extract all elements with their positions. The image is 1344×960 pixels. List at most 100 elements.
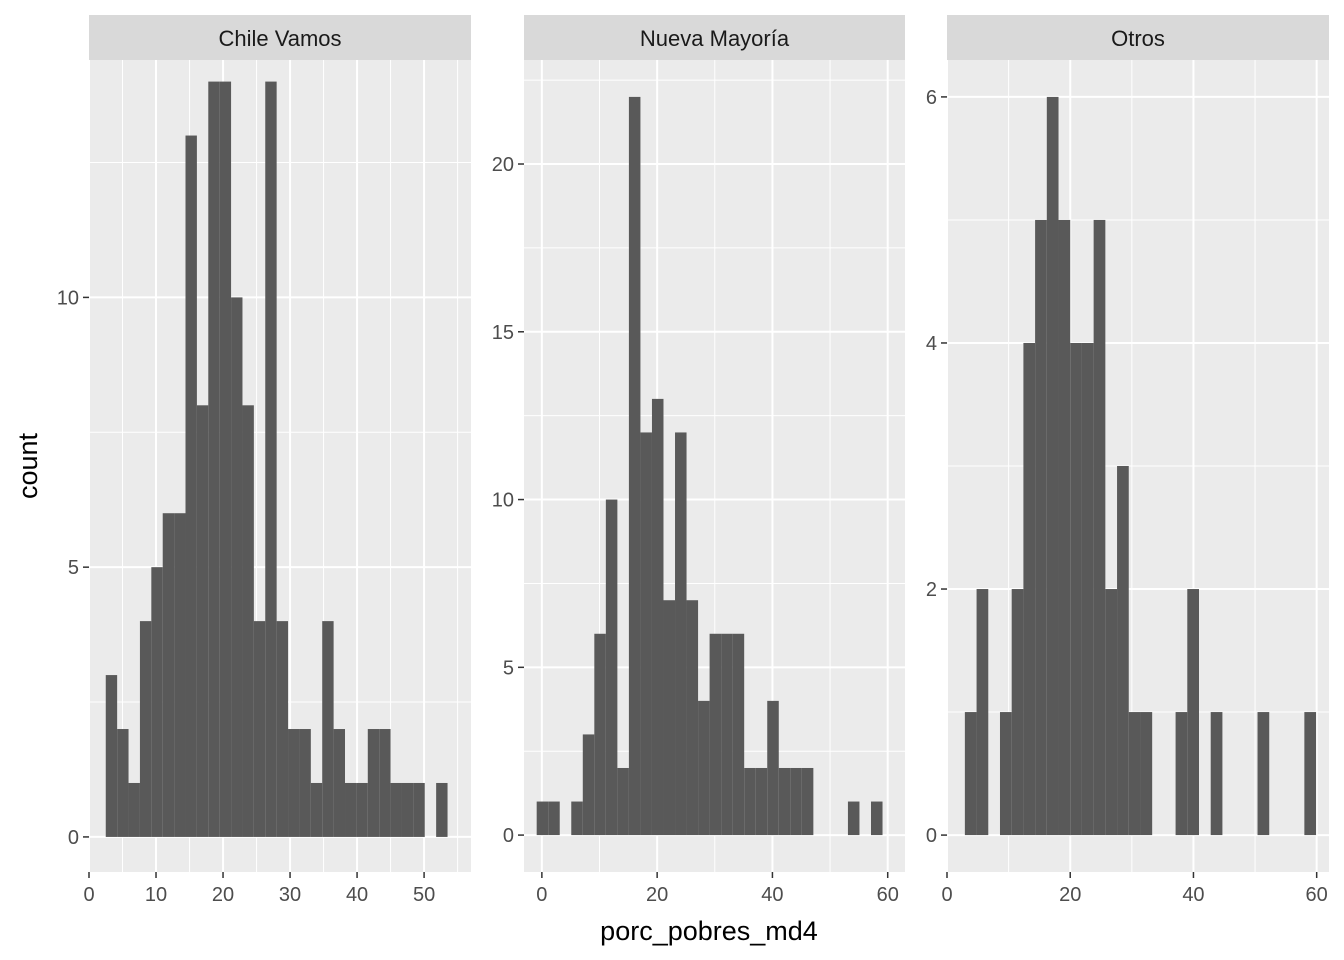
histogram-bar [964, 712, 977, 836]
histogram-bar [663, 600, 676, 836]
y-tick-label: 0 [503, 825, 514, 847]
facet-2: Otros 0 20 40 60 0 2 4 6 [926, 15, 1329, 906]
histogram-bar [367, 729, 380, 837]
histogram-bar [628, 96, 641, 836]
histogram-bar [1011, 589, 1024, 836]
x-tick-label: 40 [761, 884, 783, 906]
x-tick-label: 60 [877, 884, 899, 906]
histogram-bar [276, 621, 289, 837]
x-tick-label: 60 [1306, 884, 1328, 906]
histogram-bar [105, 675, 118, 837]
histogram-bar [322, 621, 334, 837]
histogram-bar [1117, 466, 1129, 836]
histogram-bar [767, 700, 779, 836]
histogram-bar [721, 633, 733, 836]
histogram-bar [1081, 342, 1094, 836]
y-tick-label: 20 [492, 154, 514, 176]
histogram-bar [1070, 342, 1082, 836]
histogram-bar [847, 801, 860, 836]
histogram-bar [1128, 712, 1141, 836]
histogram-bar [253, 621, 266, 837]
histogram-bar [698, 700, 710, 836]
x-tick-label: 20 [212, 884, 234, 906]
histogram-bar [356, 782, 368, 837]
histogram-bar [744, 767, 756, 836]
histogram-bar [1175, 712, 1188, 836]
histogram-bar [219, 81, 232, 837]
x-tick-label: 40 [346, 884, 368, 906]
histogram-bar [640, 432, 652, 836]
y-tick-label: 6 [926, 87, 937, 109]
histogram-bar [1140, 712, 1153, 836]
facet-strip [89, 15, 471, 60]
y-tick-label: 5 [503, 657, 514, 679]
histogram-bar [128, 782, 140, 837]
histogram-bar [390, 782, 402, 837]
histogram-bar [617, 767, 629, 836]
histogram-bar [1257, 712, 1270, 836]
histogram-bar [185, 135, 197, 837]
histogram-bar [196, 405, 209, 837]
histogram-bar [686, 600, 699, 836]
histogram-bar [571, 801, 583, 836]
histogram-bar [345, 782, 357, 837]
y-tick-label: 5 [68, 557, 79, 579]
histogram-bar [1046, 96, 1059, 836]
y-tick-label: 2 [926, 579, 937, 601]
histogram-bar [582, 734, 595, 836]
histogram-bar [1058, 219, 1071, 836]
x-tick-label: 30 [279, 884, 301, 906]
histogram-bar [265, 81, 277, 837]
histogram-bar [594, 633, 606, 836]
histogram-bar [778, 767, 791, 836]
histogram-bar [288, 729, 300, 837]
histogram-bar [333, 729, 346, 837]
histogram-bar [1210, 712, 1223, 836]
histogram-bar [174, 513, 186, 837]
histogram-bar [755, 767, 768, 836]
x-tick-label: 10 [145, 884, 167, 906]
facet-strip [524, 15, 905, 60]
x-tick-label: 0 [83, 884, 94, 906]
y-tick-label: 10 [492, 490, 514, 512]
histogram-bar [139, 621, 152, 837]
x-tick-label: 50 [413, 884, 435, 906]
histogram-bar [976, 589, 989, 836]
facet-strip-label: Nueva Mayoría [640, 26, 790, 51]
y-tick-label: 10 [57, 287, 79, 309]
facet-1: Nueva Mayoría 0 20 40 60 0 5 10 15 20 [492, 15, 905, 906]
histogram-bar [1035, 219, 1047, 836]
histogram-bar [732, 633, 745, 836]
y-axis-title: count [13, 432, 43, 499]
histogram-bar [151, 567, 163, 837]
x-tick-label: 40 [1182, 884, 1204, 906]
y-tick-label: 4 [926, 333, 937, 355]
x-axis-title: porc_pobres_md4 [600, 916, 818, 946]
histogram-bar [436, 782, 448, 837]
histogram-bar [1093, 219, 1106, 836]
histogram-bar [1304, 712, 1317, 836]
histogram-bar [117, 729, 129, 837]
histogram-bar [401, 782, 414, 837]
histogram-bar [790, 767, 802, 836]
y-tick-label: 0 [926, 825, 937, 847]
histogram-bar [709, 633, 722, 836]
x-tick-label: 0 [941, 884, 952, 906]
histogram-bar [536, 801, 549, 836]
histogram-bar [413, 782, 425, 837]
facet-strip-label: Otros [1111, 26, 1165, 51]
histogram-bar [675, 432, 687, 836]
histogram-bar [870, 801, 883, 836]
y-tick-label: 0 [68, 827, 79, 849]
histogram-bar [801, 767, 814, 836]
histogram-bar [242, 405, 254, 837]
histogram-bar [548, 801, 560, 836]
histogram-bar [1023, 342, 1036, 836]
x-tick-label: 20 [646, 884, 668, 906]
facet-strip-label: Chile Vamos [218, 26, 341, 51]
x-tick-label: 0 [536, 884, 547, 906]
histogram-bar [299, 729, 311, 837]
histogram-bar [1105, 589, 1118, 836]
